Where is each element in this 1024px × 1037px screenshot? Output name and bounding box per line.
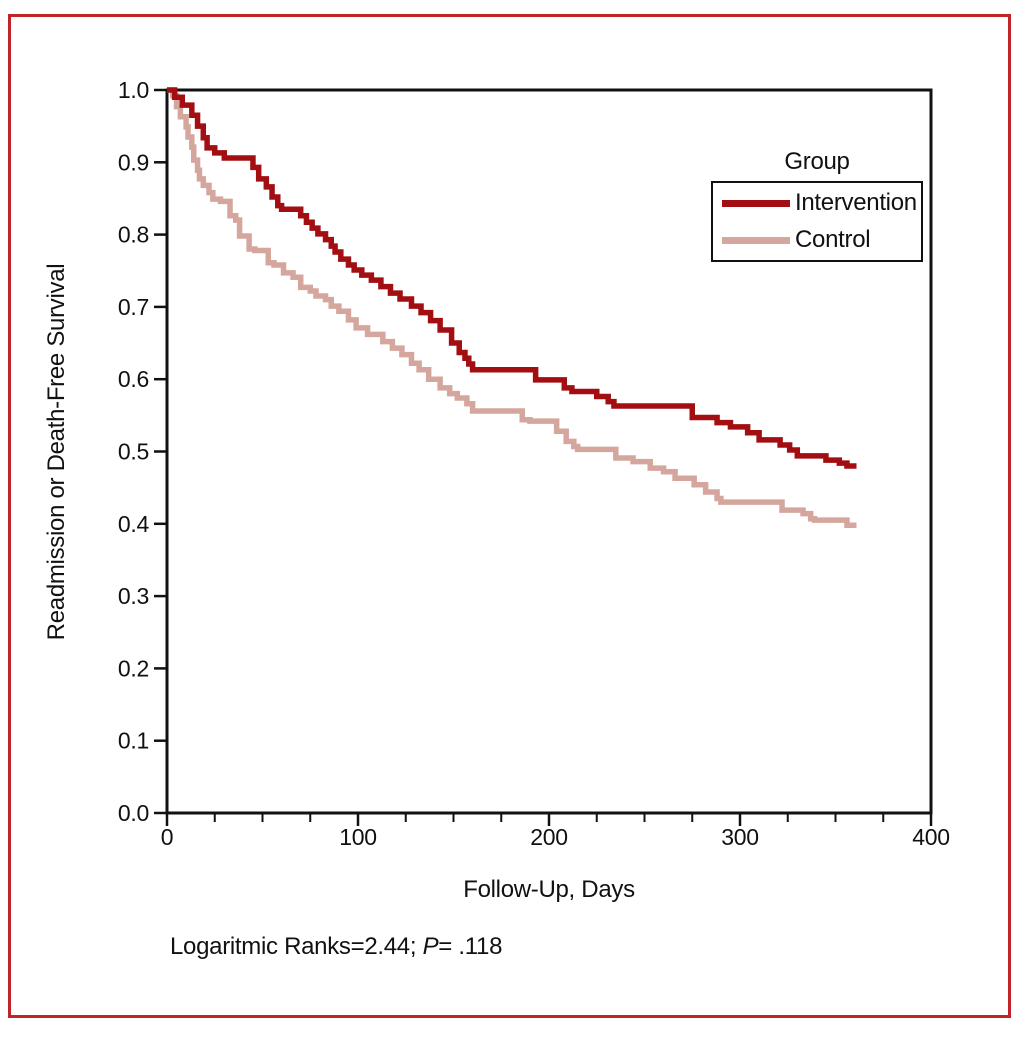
footnote-p-label: P bbox=[422, 933, 439, 960]
x-axis-title: Follow-Up, Days bbox=[463, 876, 635, 903]
x-tick-label: 300 bbox=[721, 824, 758, 850]
y-tick-label: 0.8 bbox=[118, 222, 149, 248]
legend-label-control: Control bbox=[795, 226, 871, 253]
y-tick-label: 0.9 bbox=[118, 149, 149, 175]
y-tick-label: 0.0 bbox=[118, 800, 149, 826]
legend-entry-intervention: Intervention bbox=[713, 185, 921, 222]
y-tick-label: 0.2 bbox=[118, 655, 149, 681]
y-tick-label: 0.5 bbox=[118, 439, 149, 465]
y-tick-label: 0.6 bbox=[118, 366, 149, 392]
legend-label-intervention: Intervention bbox=[795, 189, 917, 216]
y-axis-title: Readmission or Death-Free Survival bbox=[43, 263, 70, 641]
footnote-text: Logaritmic Ranks=2.44; P= .118 bbox=[170, 933, 502, 961]
y-tick-label: 0.7 bbox=[118, 294, 149, 320]
y-tick-label: 0.4 bbox=[118, 511, 150, 537]
x-tick-label: 400 bbox=[912, 824, 949, 850]
legend-swatch-control bbox=[722, 236, 790, 244]
legend-box: Intervention Control bbox=[711, 181, 923, 262]
x-tick-label: 100 bbox=[339, 824, 376, 850]
legend-title: Group bbox=[784, 148, 850, 175]
series-intervention-line bbox=[167, 87, 857, 469]
x-tick-label: 0 bbox=[161, 824, 174, 850]
footnote-p-value: = .118 bbox=[438, 933, 503, 960]
legend-swatch-intervention bbox=[722, 199, 790, 207]
series-control-line bbox=[167, 87, 857, 528]
footnote-stat: Logaritmic Ranks=2.44; bbox=[170, 933, 423, 960]
x-tick-label: 200 bbox=[530, 824, 567, 850]
y-tick-label: 0.3 bbox=[118, 583, 149, 609]
y-tick-label: 1.0 bbox=[118, 77, 149, 103]
y-tick-label: 0.1 bbox=[118, 728, 149, 754]
legend-entry-control: Control bbox=[713, 222, 921, 259]
